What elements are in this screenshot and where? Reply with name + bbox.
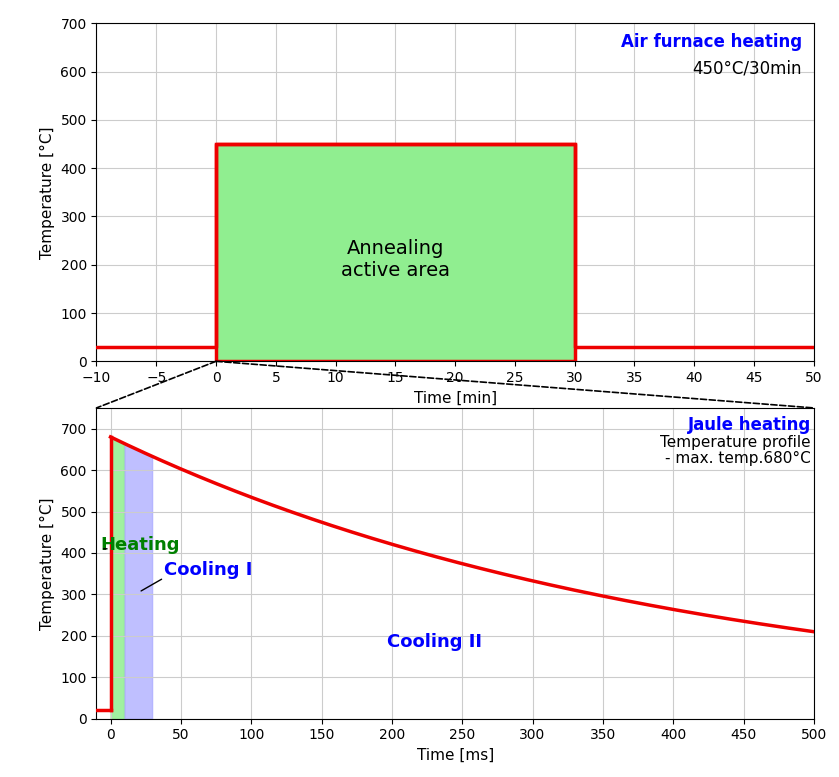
Text: Jaule heating: Jaule heating xyxy=(688,416,811,434)
Y-axis label: Temperature [°C]: Temperature [°C] xyxy=(39,126,55,259)
Y-axis label: Temperature [°C]: Temperature [°C] xyxy=(39,497,55,629)
X-axis label: Time [min]: Time [min] xyxy=(414,391,497,406)
Text: Cooling I: Cooling I xyxy=(164,560,253,579)
Text: Heating: Heating xyxy=(101,535,180,554)
X-axis label: Time [ms]: Time [ms] xyxy=(416,748,494,763)
Text: 450°C/30min: 450°C/30min xyxy=(692,60,802,78)
Text: Air furnace heating: Air furnace heating xyxy=(621,33,802,51)
Text: Annealing
active area: Annealing active area xyxy=(341,239,450,280)
Text: Cooling II: Cooling II xyxy=(387,633,482,651)
Text: Temperature profile: Temperature profile xyxy=(660,435,811,450)
Text: - max. temp.680°C: - max. temp.680°C xyxy=(665,451,811,466)
Bar xyxy=(216,144,575,361)
